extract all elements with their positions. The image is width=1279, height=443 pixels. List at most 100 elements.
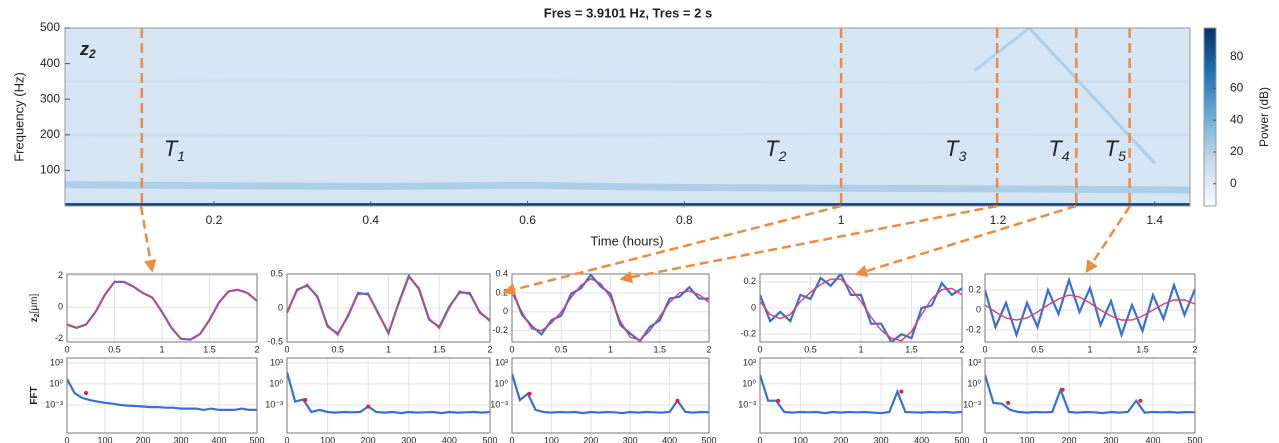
x-tick-label: 0: [982, 344, 987, 354]
colorbar-tick-label: 0: [1230, 176, 1237, 190]
x-tick-label: 0: [757, 435, 762, 443]
y-tick-label: 10⁻³: [45, 399, 63, 409]
colorbar-label: Power (dB): [1257, 87, 1271, 147]
plot-frame: [984, 357, 1196, 434]
plot-frame: [759, 357, 963, 434]
y-tick-label: 10³: [50, 357, 63, 367]
peak-marker: [366, 404, 371, 409]
peak-marker: [1138, 398, 1143, 403]
data-line: [67, 281, 257, 341]
y-tick-label: -2: [55, 333, 63, 343]
x-tick-label: 100: [1019, 435, 1034, 443]
peak-marker: [1060, 387, 1065, 392]
x-tick-label: 200: [583, 435, 598, 443]
y-axis-label-main: FFT: [29, 386, 40, 404]
peak-marker: [776, 398, 781, 403]
y-tick-label: 0.4: [495, 268, 508, 278]
x-tick-label: 1: [159, 344, 164, 354]
x-tick-label: 0.2: [206, 213, 223, 227]
y-axis-label: z2[μm]: [29, 294, 41, 323]
x-tick-label: 1: [386, 344, 391, 354]
x-tick-label: 1.5: [203, 344, 216, 354]
plot-frame: [66, 357, 258, 434]
y-tick-label: 200: [40, 127, 60, 141]
x-tick-label: 200: [1061, 435, 1076, 443]
y-tick-label: 500: [40, 20, 60, 34]
spectral-track: [65, 79, 1190, 84]
peak-marker: [675, 398, 680, 403]
x-tick-label: 0: [509, 435, 514, 443]
x-tick-label: 100: [320, 435, 335, 443]
subplot: 0 0.5 1 1.5 2-0.200.20.4: [492, 268, 711, 354]
data-line: [760, 278, 962, 342]
event-label-subscript: 1: [177, 148, 185, 164]
spectral-track: [973, 28, 1031, 72]
y-tick-label: 10⁻³: [963, 399, 981, 409]
x-tick-label: 1.4: [1146, 213, 1163, 227]
subplot: 0 0.5 1 1.5 2-0.200.2: [740, 273, 965, 354]
data-line: [287, 371, 490, 415]
x-tick-label: 2: [706, 344, 711, 354]
event-label: T1: [164, 136, 185, 164]
event-label-subscript: 5: [1118, 148, 1126, 164]
y-tick-label: -0.2: [740, 329, 756, 339]
y-tick-label: 0.2: [743, 276, 756, 286]
event-label: T4: [1048, 136, 1069, 164]
y-axis-label: Frequency (Hz): [11, 72, 26, 162]
x-tick-label: 500: [954, 435, 969, 443]
y-tick-label: 400: [40, 56, 60, 70]
x-tick-label: 1: [608, 344, 613, 354]
colorbar-tick-label: 40: [1230, 112, 1244, 126]
colorbar-tick-label: 60: [1230, 81, 1244, 95]
x-tick-label: 200: [361, 435, 376, 443]
arrow: [619, 204, 998, 284]
y-tick-label: 10⁻³: [490, 399, 508, 409]
data-line: [512, 274, 709, 342]
data-line: [760, 374, 962, 415]
event-label-main: T: [1105, 136, 1120, 161]
event-label-subscript: 4: [1062, 148, 1070, 164]
y-tick-label: 10⁰: [494, 378, 508, 388]
subplot: 0 100 200 300 400 500 10⁻³ 10⁰ 10³: [265, 357, 497, 443]
data-line: [512, 277, 709, 341]
chart-title: Fres = 3.9101 Hz, Tres = 2 s: [544, 5, 712, 20]
x-tick-label: 0: [982, 435, 987, 443]
x-tick-label: 0: [757, 344, 762, 354]
plot-frame: [511, 357, 710, 434]
plot-background: [985, 358, 1195, 433]
subplot: 0 100 200 300 400 500 10⁻³ 10⁰ 10³ FFT: [29, 357, 265, 443]
plot-background: [760, 358, 962, 433]
event-label-subscript: 3: [959, 148, 967, 164]
x-tick-label: 400: [662, 435, 677, 443]
y-tick-label: 100: [40, 163, 60, 177]
event-label: T2: [765, 136, 786, 164]
spectral-track: [65, 181, 1190, 194]
x-tick-label: 400: [211, 435, 226, 443]
event-label: T5: [1105, 136, 1126, 164]
peak-marker: [899, 389, 904, 394]
x-axis-label: Time (hours): [590, 233, 663, 248]
subplot: 0 0.5 1 1.5 2-0.500.5: [267, 268, 492, 354]
x-tick-label: 1: [1087, 344, 1092, 354]
data-line: [512, 373, 709, 415]
plot-frame: [64, 27, 1191, 207]
arrow: [139, 205, 157, 273]
subplot: 0 0.5 1 1.5 2-0.200.2: [965, 273, 1198, 354]
x-tick-label: 0.5: [1031, 344, 1044, 354]
colorbar: [1203, 27, 1217, 207]
y-tick-label: 0: [503, 306, 508, 316]
spectrogram-background: [65, 28, 1190, 206]
x-tick-label: 1.5: [1136, 344, 1149, 354]
plot-background: [287, 358, 490, 433]
event-label-main: T: [1048, 136, 1063, 161]
y-axis-label-unit: [μm]: [29, 294, 40, 314]
x-tick-label: 200: [135, 435, 150, 443]
x-tick-label: 2: [254, 344, 259, 354]
x-tick-label: 0: [64, 435, 69, 443]
arrow: [854, 204, 1077, 278]
plot-frame: [984, 273, 1196, 343]
event-label: T3: [945, 136, 966, 164]
y-axis-label: FFT: [29, 386, 40, 404]
x-tick-label: 0.5: [555, 344, 568, 354]
